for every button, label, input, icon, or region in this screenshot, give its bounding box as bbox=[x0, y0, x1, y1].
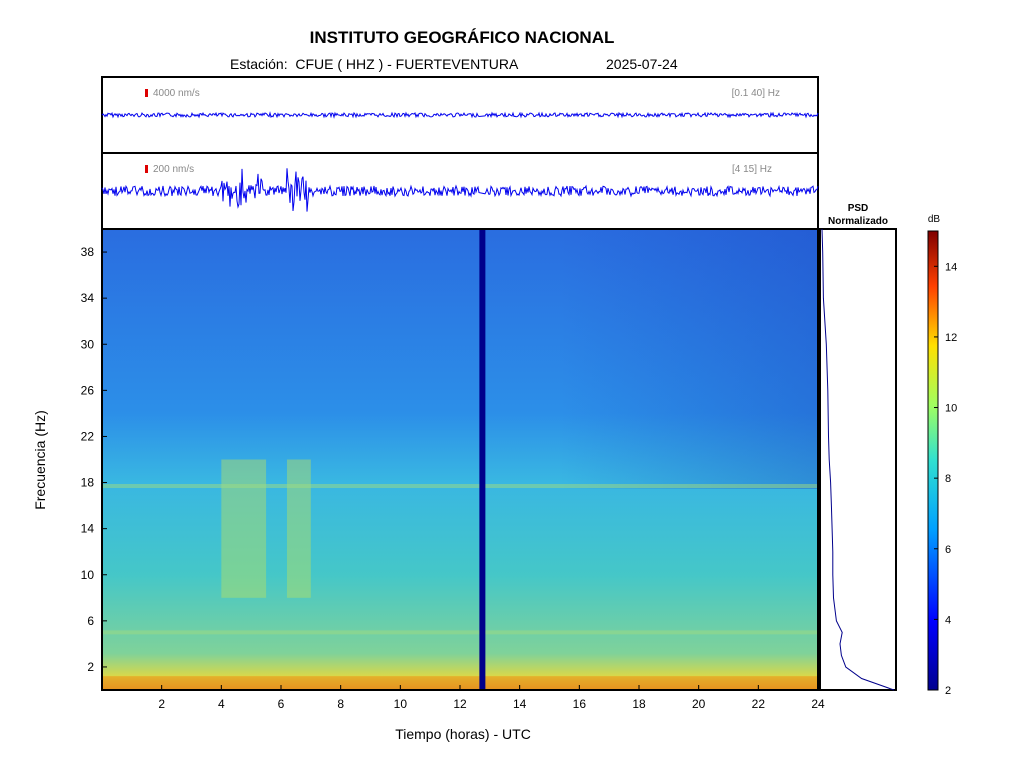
trace-top-scale: 4000 nm/s bbox=[153, 88, 200, 99]
frequency-band bbox=[102, 484, 818, 489]
trace-bottom-scale: 200 nm/s bbox=[153, 164, 194, 175]
station-label: Estación: CFUE ( HHZ ) - FUERTEVENTURA bbox=[230, 56, 519, 72]
x-tick-label: 14 bbox=[513, 697, 527, 711]
x-tick-label: 2 bbox=[158, 697, 165, 711]
x-tick-label: 18 bbox=[632, 697, 646, 711]
psd-title: PSD bbox=[848, 203, 869, 214]
y-tick-label: 14 bbox=[81, 522, 95, 536]
y-tick-label: 18 bbox=[81, 476, 95, 490]
psd-panel: PSD Normalizado bbox=[819, 203, 897, 691]
x-tick-label: 8 bbox=[337, 697, 344, 711]
trace-bottom-waveform bbox=[101, 168, 819, 212]
y-tick-label: 22 bbox=[81, 429, 95, 443]
y-tick-label: 26 bbox=[81, 383, 95, 397]
y-tick-label: 34 bbox=[81, 291, 95, 305]
y-tick-label: 30 bbox=[81, 337, 95, 351]
date-label: 2025-07-24 bbox=[606, 56, 678, 72]
colorbar-tick-label: 4 bbox=[945, 614, 951, 626]
y-tick-label: 10 bbox=[81, 568, 95, 582]
x-tick-label: 4 bbox=[218, 697, 225, 711]
spectrogram: 2 4 6 8 10 12 14 16 18 20 22 24 261014182226303438 … bbox=[32, 228, 825, 742]
y-tick-label: 2 bbox=[87, 660, 94, 674]
trace-bottom-band: [4 15] Hz bbox=[732, 164, 772, 175]
x-tick-label: 16 bbox=[573, 697, 587, 711]
colorbar-tick-label: 14 bbox=[945, 261, 957, 273]
x-tick-label: 6 bbox=[278, 697, 285, 711]
chart-title: INSTITUTO GEOGRÁFICO NACIONAL bbox=[309, 28, 615, 47]
x-tick-label: 20 bbox=[692, 697, 706, 711]
y-tick-label: 6 bbox=[87, 614, 94, 628]
x-tick-label: 10 bbox=[394, 697, 408, 711]
scale-marker-icon bbox=[145, 165, 148, 173]
trace-top-band: [0.1 40] Hz bbox=[732, 88, 780, 99]
psd-subtitle: Normalizado bbox=[828, 216, 888, 227]
colorbar-tick-label: 12 bbox=[945, 332, 957, 344]
scale-marker-icon bbox=[145, 89, 148, 97]
colorbar-unit: dB bbox=[928, 214, 941, 225]
y-axis-label: Frecuencia (Hz) bbox=[32, 410, 48, 510]
colorbar-tick-label: 2 bbox=[945, 685, 951, 697]
trace-top-waveform bbox=[101, 111, 819, 119]
chart-subtitle: Estación: CFUE ( HHZ ) - FUERTEVENTURA 20… bbox=[230, 56, 678, 72]
trace-panel-top: 4000 nm/s [0.1 40] Hz bbox=[101, 76, 819, 154]
colorbar-tick-label: 10 bbox=[945, 403, 957, 415]
colorbar: dB 2 4 6 8 10 12 14 bbox=[927, 214, 957, 697]
x-tick-label: 24 bbox=[811, 697, 825, 711]
x-tick-label: 22 bbox=[752, 697, 766, 711]
high-energy-interval bbox=[221, 459, 267, 598]
y-tick-label: 38 bbox=[81, 245, 95, 259]
colorbar-tick-label: 6 bbox=[945, 544, 951, 556]
trace-panel-bottom: 200 nm/s [4 15] Hz bbox=[101, 152, 819, 230]
frequency-band bbox=[102, 630, 818, 635]
psd-curve bbox=[821, 228, 895, 691]
x-axis-label: Tiempo (horas) - UTC bbox=[395, 726, 531, 742]
data-gap bbox=[479, 229, 486, 690]
high-energy-interval bbox=[286, 459, 311, 598]
x-tick-label: 12 bbox=[453, 697, 467, 711]
colorbar-tick-label: 8 bbox=[945, 473, 951, 485]
